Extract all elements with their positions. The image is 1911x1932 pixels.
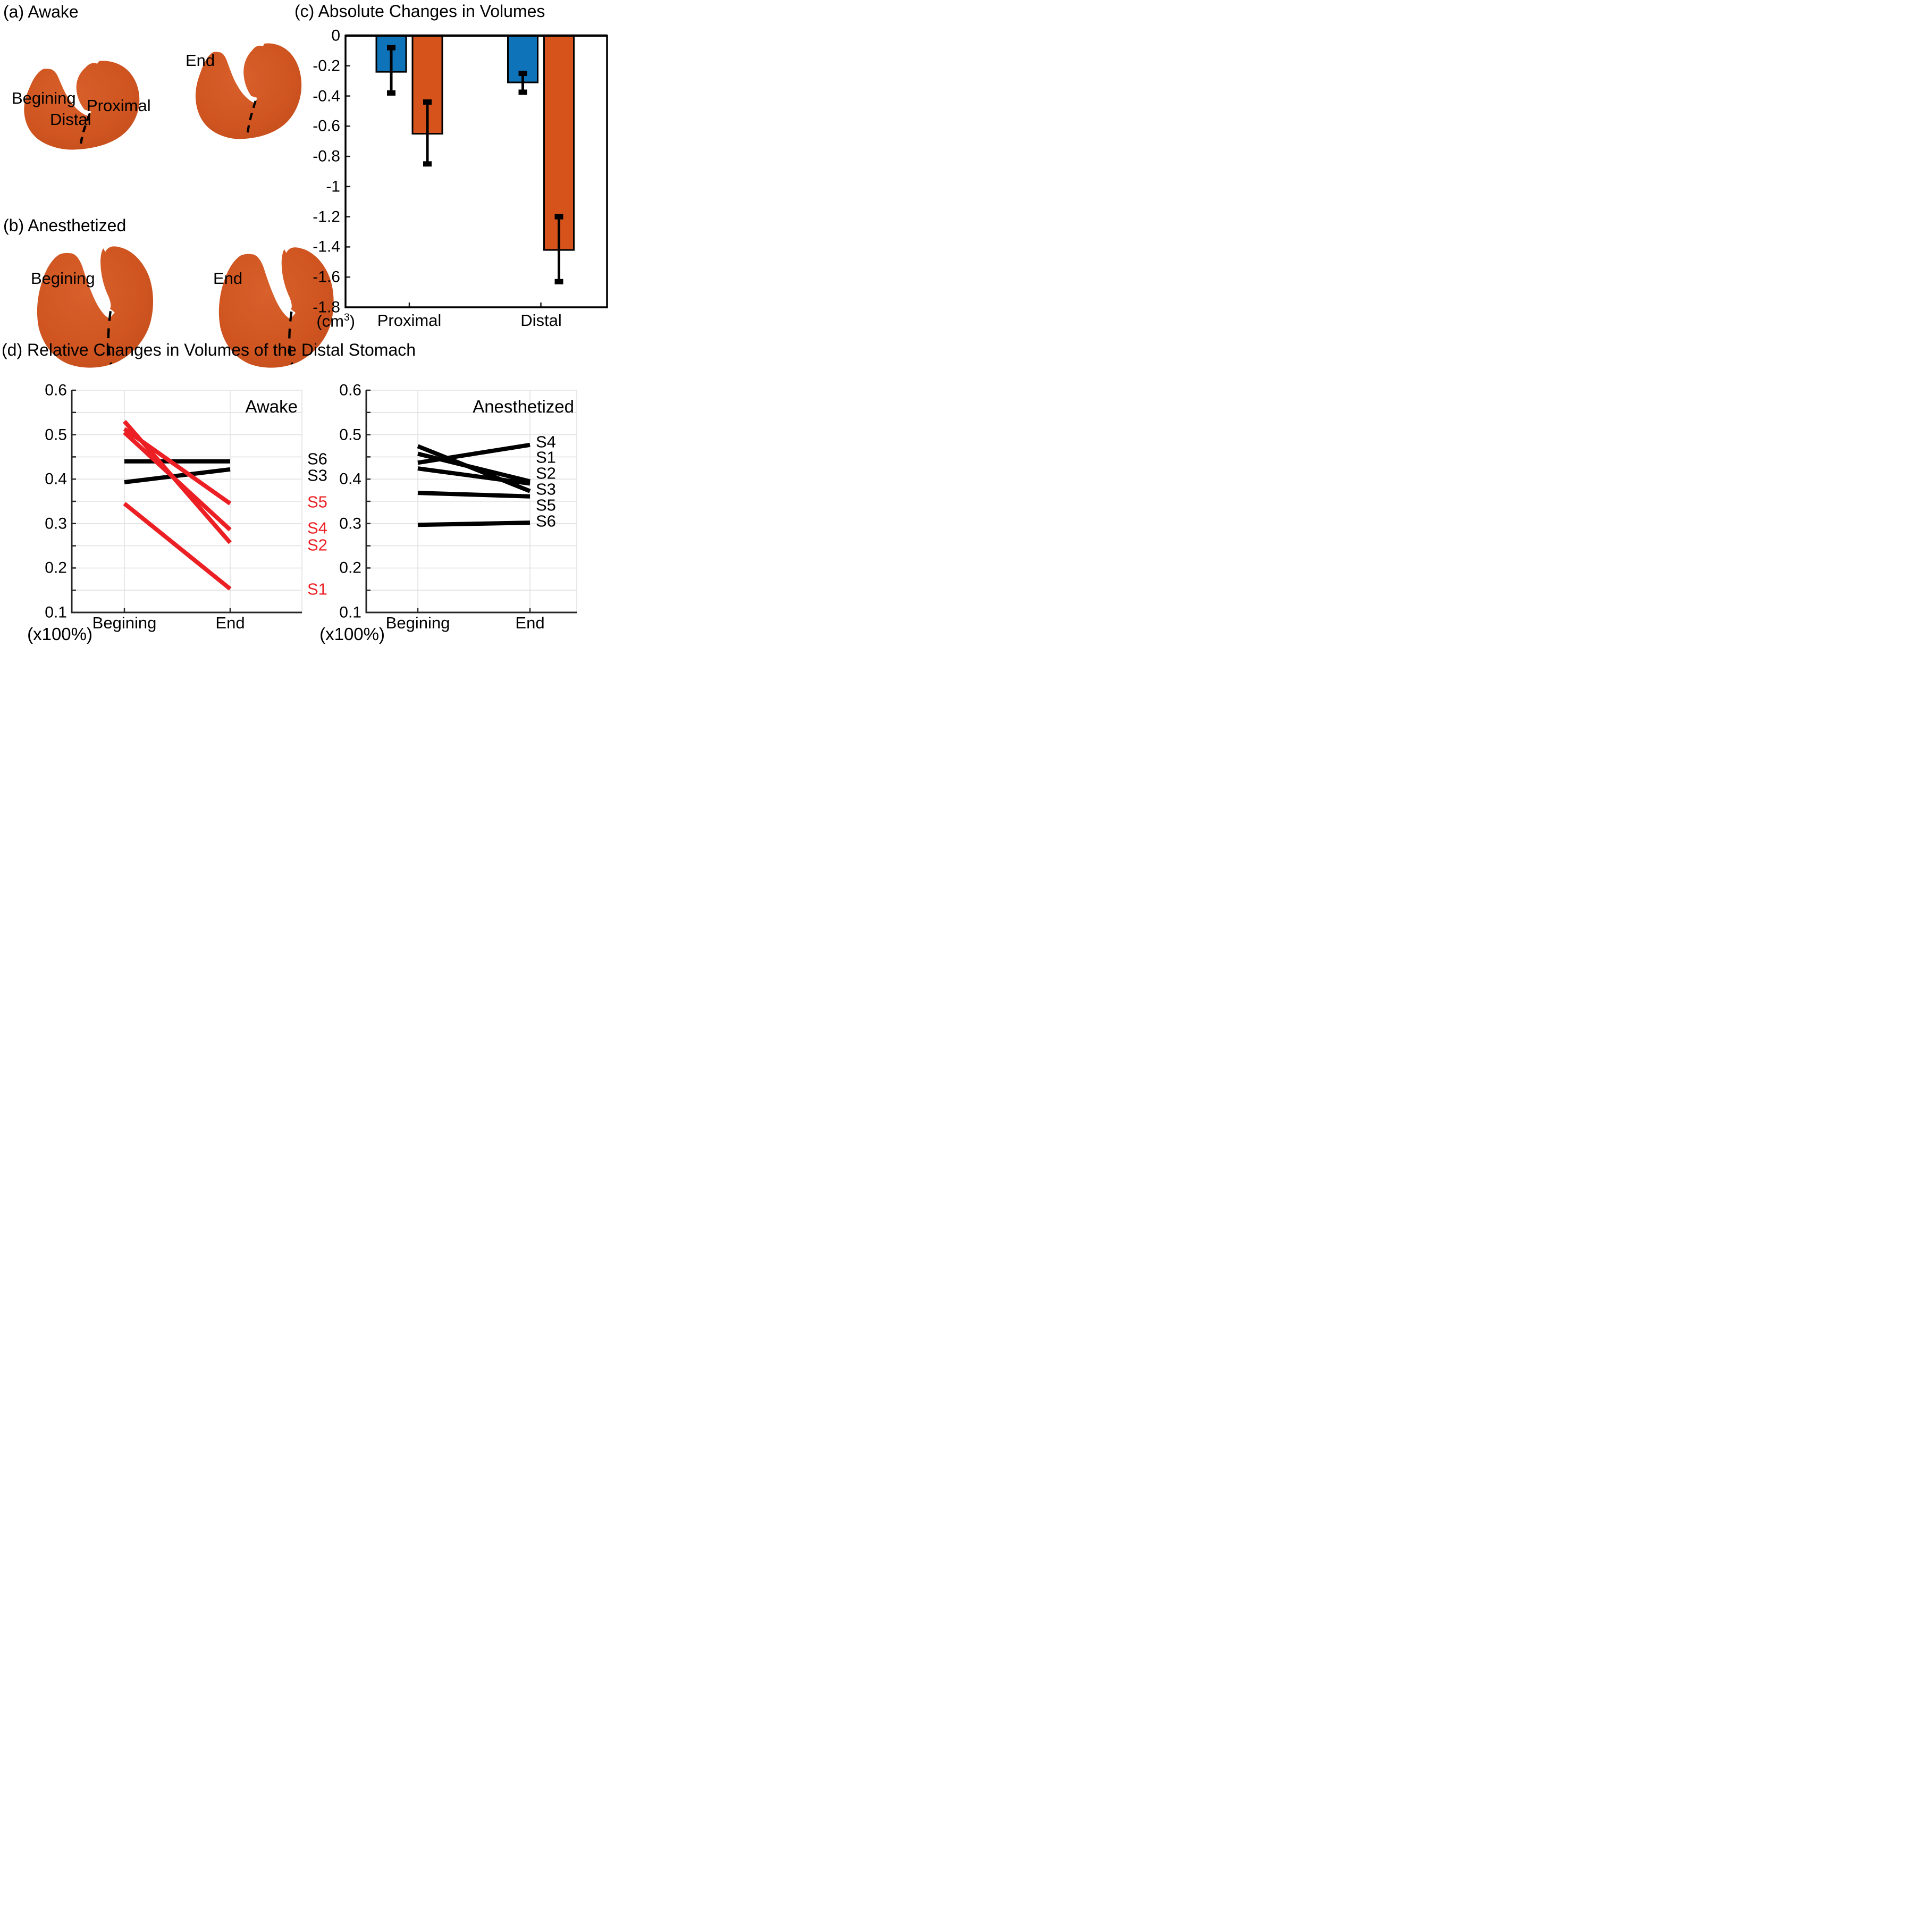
ytick-label-d_anesthetized-0.5: 0.5 [339,425,361,443]
series-label-d_awake-S3: S3 [307,466,327,485]
errorbar-cap [554,214,563,220]
line-d_anesthetized-S6 [417,520,531,527]
errorbar-cap [423,161,432,167]
d-awake-xaxis-beginning: Begining [92,614,157,632]
c-unit-suffix: ) [349,312,355,331]
ytick-label-d_awake-0.2: 0.2 [45,559,67,577]
c-ytick-label--0.6: -0.6 [313,117,340,135]
series-label-d_anesthetized-S6: S6 [536,511,556,531]
series-label-d_anesthetized-S3: S3 [536,480,556,499]
c-unit-prefix: (cm [316,312,344,331]
series-label-d_awake-S2: S2 [307,535,327,555]
c-ytick-label--0.2: -0.2 [313,57,340,75]
c-ytick-label--0.8: -0.8 [313,147,340,165]
errorbar-cap [518,70,527,76]
c-ytick-label--1.2: -1.2 [313,207,340,225]
series-label-d_anesthetized-S4: S4 [536,432,556,451]
relative-changes-anesthetized-line-chart [365,389,577,614]
panel-a-proximal-label: Proximal [87,96,151,115]
panel-c-title: (c) Absolute Changes in Volumes [294,2,545,21]
ytick-label-d_awake-0.3: 0.3 [45,515,67,533]
line-d_anesthetized-S4 [417,442,531,465]
ytick-label-d_anesthetized-0.1: 0.1 [339,603,361,621]
c-xaxis-label-proximal: Proximal [377,311,442,330]
ytick-label-d_awake-0.6: 0.6 [45,381,67,399]
series-label-d_awake-S1: S1 [307,579,327,599]
c-unit-superscript: 3 [343,312,350,323]
d-awake-xaxis-end: End [215,614,245,632]
ytick-label-d_anesthetized-0.4: 0.4 [339,470,361,488]
ytick-label-d_anesthetized-0.3: 0.3 [339,515,361,533]
panel-a-title: (a) Awake [3,2,79,21]
line-d_awake-S1 [123,502,232,591]
absolute-changes-bar-chart [344,34,608,308]
bar-anesthetized-distal [543,35,575,251]
errorbar-cap [554,279,563,284]
series-label-d_awake-S6: S6 [307,450,327,469]
ytick-label-d_awake-0.5: 0.5 [45,425,67,443]
c-yaxis-unit-label: (cm3) [316,312,355,331]
line-d_anesthetized-S2 [417,466,531,486]
panel-a-distal-label: Distal [50,110,91,129]
line-d_awake-S4 [123,431,232,532]
panel-b-beginning-label: Begining [31,269,95,288]
series-label-d_awake-S4: S4 [307,518,327,537]
line-d_anesthetized-S5 [417,491,531,499]
series-label-d_anesthetized-S2: S2 [536,464,556,483]
line-d_awake-S3 [124,467,231,485]
d-awake-x-unit-label: (x100%) [27,624,92,644]
figure-canvas: 0 -0.2 -0.4 -0.6 -0.8 -1 -1.2 -1.4 -1.6 -1.8 0.6 0.… [0,0,637,644]
errorbar-cap [387,90,395,96]
line-d_awake-S5 [123,427,232,506]
ytick-label-d_awake-0.4: 0.4 [45,470,67,488]
c-ytick-label--1: -1 [326,178,340,196]
errorbar-cap [387,45,395,51]
c-ytick-label--1.4: -1.4 [313,238,340,256]
d-anesthetized-x-unit-label: (x100%) [319,624,385,644]
c-ytick-label--1.8: -1.8 [313,298,340,316]
d-anesthetized-chart-title: Anesthetized [473,397,574,416]
c-xaxis-label-distal: Distal [520,311,562,330]
ytick-label-d_awake-0.1: 0.1 [45,603,67,621]
series-label-d_awake-S5: S5 [307,492,327,511]
panel-d-title: (d) Relative Changes in Volumes of the D… [2,340,416,359]
c-ytick-label--0.4: -0.4 [313,87,340,105]
relative-changes-awake-line-chart [71,389,302,614]
panel-b-end-label: End [213,269,243,288]
d-anesthetized-xaxis-beginning: Begining [385,614,450,632]
d-anesthetized-xaxis-end: End [515,614,545,632]
d-awake-chart-title: Awake [245,397,298,416]
errorbar-cap [518,89,527,95]
line-d_anesthetized-S3 [417,444,531,493]
ytick-label-d_anesthetized-0.2: 0.2 [339,559,361,577]
panel-b-title: (b) Anesthetized [3,216,127,235]
errorbar-cap [423,99,432,105]
series-label-d_anesthetized-S1: S1 [536,448,556,467]
panel-a-beginning-label: Begining [12,89,76,107]
c-ytick-label-0: 0 [331,27,340,45]
series-label-d_anesthetized-S5: S5 [536,495,556,515]
c-ytick-label--1.6: -1.6 [313,268,340,286]
ytick-label-d_anesthetized-0.6: 0.6 [339,381,361,399]
panel-a-end-label: End [186,51,215,70]
